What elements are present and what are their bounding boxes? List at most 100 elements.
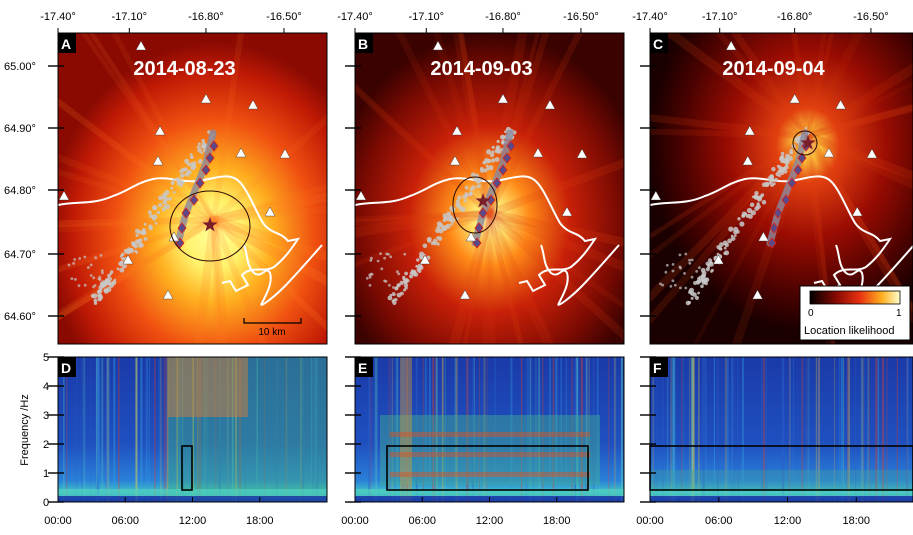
- earthquake-dot: [805, 127, 808, 130]
- earthquake-dot: [94, 302, 97, 305]
- earthquake-dot: [158, 203, 162, 207]
- earthquake-dot: [757, 196, 762, 201]
- spectral-streak: [136, 357, 137, 502]
- earthquake-dot: [486, 167, 489, 170]
- earthquake-dot: [769, 174, 774, 179]
- panel-date: 2014-09-04: [722, 58, 825, 80]
- earthquake-dot: [366, 277, 369, 280]
- earthquake-dot: [709, 262, 714, 267]
- earthquake-dot: [457, 196, 461, 200]
- earthquake-dot: [442, 225, 447, 230]
- earthquake-dot: [388, 296, 393, 301]
- earthquake-dot: [491, 158, 495, 162]
- earthquake-dot: [771, 167, 775, 171]
- earthquake-dot: [78, 284, 81, 287]
- earthquake-dot: [495, 157, 500, 162]
- earthquake-dot: [187, 174, 190, 177]
- spectral-streak: [368, 357, 370, 502]
- earthquake-dot: [379, 252, 382, 255]
- earthquake-dot: [144, 237, 148, 241]
- earthquake-dot: [135, 240, 140, 245]
- earthquake-dot: [418, 269, 422, 273]
- earthquake-dot: [155, 222, 158, 225]
- earthquake-dot: [701, 277, 706, 282]
- lon-tick-label: -16.80°: [777, 11, 813, 23]
- earthquake-dot: [394, 287, 398, 291]
- spectral-streak: [375, 357, 377, 502]
- spectral-streak: [63, 357, 64, 502]
- earthquake-dot: [423, 244, 428, 249]
- panel-letter: E: [358, 360, 367, 376]
- freq-tick-label: 2: [43, 439, 49, 451]
- earthquake-dot: [716, 245, 720, 249]
- earthquake-dot: [369, 284, 372, 287]
- earthquake-dot: [456, 217, 459, 220]
- earthquake-dot: [774, 178, 778, 182]
- earthquake-dot: [470, 188, 473, 191]
- earthquake-dot: [114, 279, 117, 282]
- earthquake-dot: [661, 284, 664, 287]
- spectral-streak: [90, 357, 91, 502]
- earthquake-dot: [162, 200, 166, 204]
- earthquake-dot: [688, 290, 692, 294]
- spectral-streak: [163, 357, 165, 502]
- time-tick-label: 06:00: [111, 515, 139, 527]
- earthquake-dot: [788, 156, 793, 161]
- earthquake-dot: [710, 270, 713, 273]
- spectral-streak: [113, 357, 115, 502]
- earthquake-dot: [476, 180, 480, 184]
- earthquake-dot: [754, 191, 758, 195]
- earthquake-dot: [404, 272, 408, 276]
- colorbar-max-label: 1: [896, 308, 902, 319]
- earthquake-dot: [410, 272, 413, 275]
- time-tick-label: 00:00: [341, 515, 369, 527]
- earthquake-dot: [187, 170, 192, 175]
- earthquake-dot: [492, 146, 495, 149]
- spectral-streak: [371, 357, 372, 502]
- lon-tick-label: -16.50°: [853, 11, 889, 23]
- time-tick-label: 12:00: [179, 515, 207, 527]
- earthquake-dot: [688, 259, 691, 262]
- earthquake-dot: [171, 181, 175, 185]
- earthquake-dot: [120, 261, 123, 264]
- tremor-energy: [650, 470, 913, 490]
- earthquake-dot: [737, 217, 740, 220]
- time-tick-label: 18:00: [543, 515, 571, 527]
- lon-tick-label: -17.10°: [408, 11, 444, 23]
- spectral-streak: [82, 357, 83, 502]
- freq-tick-label: 3: [43, 410, 49, 422]
- spectral-streak: [98, 357, 100, 502]
- lon-tick-label: -17.40°: [40, 11, 76, 23]
- spectral-streak: [66, 357, 67, 502]
- time-tick-label: 00:00: [636, 515, 664, 527]
- time-tick-label: 18:00: [842, 515, 870, 527]
- earthquake-dot: [68, 264, 71, 267]
- earthquake-dot: [739, 221, 744, 226]
- lat-tick-label: 64.90°: [4, 123, 36, 135]
- earthquake-dot: [180, 173, 185, 178]
- earthquake-dot: [436, 236, 439, 239]
- earthquake-dot: [184, 159, 189, 164]
- earthquake-dot: [94, 256, 97, 259]
- earthquake-dot: [72, 262, 75, 265]
- earthquake-dot: [404, 280, 408, 284]
- earthquake-dot: [416, 258, 420, 262]
- earthquake-dot: [94, 284, 97, 287]
- earthquake-dot: [465, 186, 469, 190]
- lon-tick-label: -16.50°: [563, 11, 599, 23]
- time-tick-label: 06:00: [705, 515, 733, 527]
- panel-letter: A: [61, 36, 71, 52]
- colorbar-title: Location likelihood: [804, 325, 895, 337]
- earthquake-dot: [166, 198, 169, 201]
- time-tick-label: 12:00: [774, 515, 802, 527]
- earthquake-dot: [754, 206, 759, 211]
- freq-tick-label: 4: [43, 381, 49, 393]
- earthquake-dot: [369, 276, 372, 279]
- earthquake-dot: [106, 281, 110, 285]
- lon-tick-label: -16.50°: [266, 11, 302, 23]
